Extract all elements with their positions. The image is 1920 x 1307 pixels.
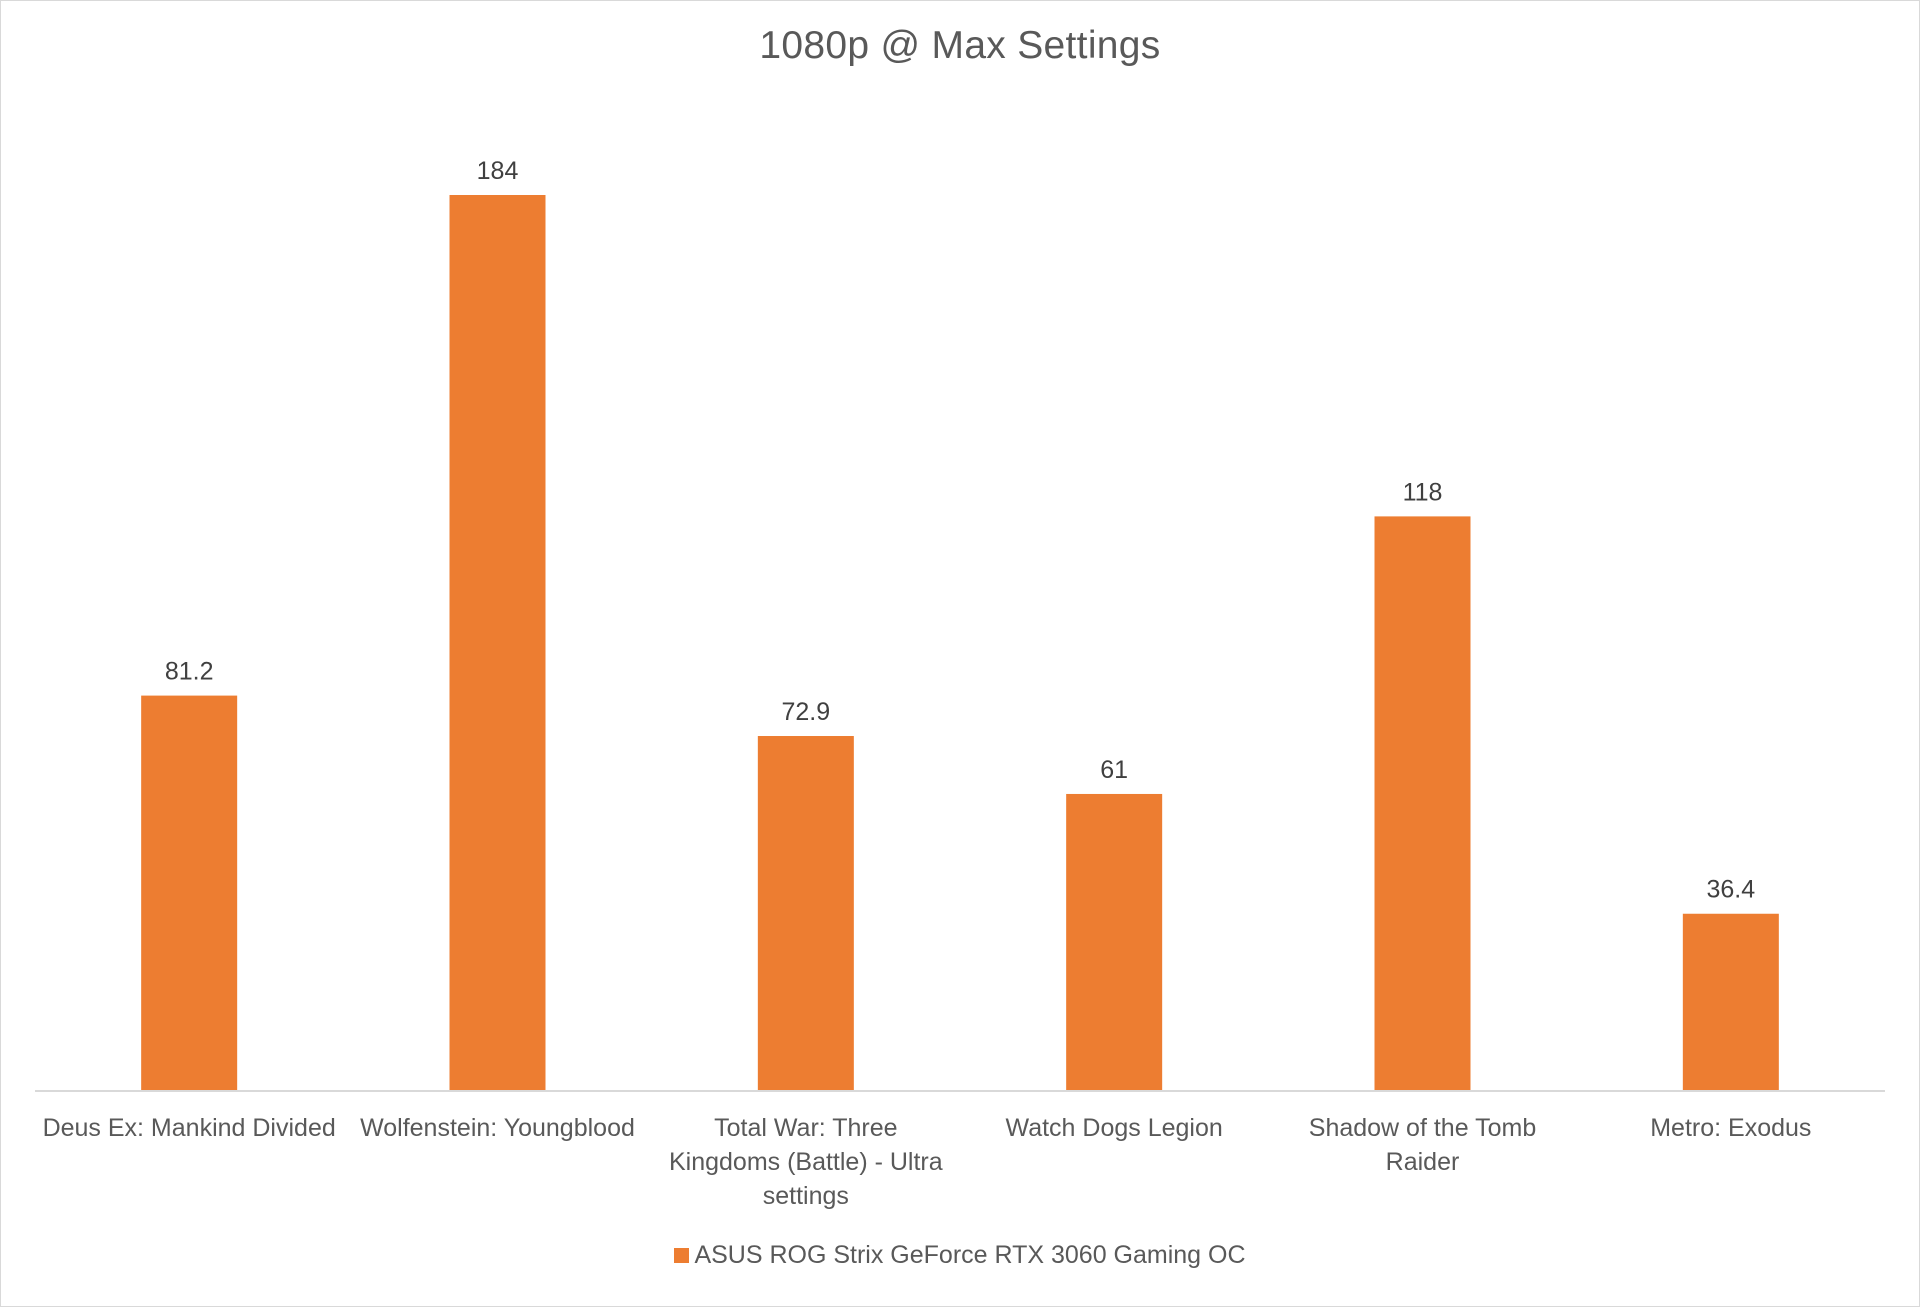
category-label-4: Watch Dogs Legion <box>1006 1114 1223 1142</box>
category-label-2: Wolfenstein: Youngblood <box>360 1114 635 1142</box>
category-label-6: Metro: Exodus <box>1650 1114 1811 1142</box>
category-label-line: Kingdoms (Battle) - Ultra <box>669 1148 943 1176</box>
bar-value-label-4: 61 <box>1100 756 1128 784</box>
category-label-line: Total War: Three <box>714 1114 897 1142</box>
category-label-3: Total War: Three Kingdoms (Battle) - Ultr… <box>669 1114 943 1210</box>
bar-value-label-3: 72.9 <box>781 698 830 726</box>
value-labels-group: 81.2 184 72.9 61 118 36.4 <box>165 157 1755 904</box>
bar-value-label-2: 184 <box>477 157 519 185</box>
bar-2 <box>449 195 546 1091</box>
bar-5 <box>1374 516 1471 1091</box>
legend-label: ASUS ROG Strix GeForce RTX 3060 Gaming O… <box>694 1241 1246 1269</box>
bar-value-label-1: 81.2 <box>165 658 214 686</box>
category-label-line: Shadow of the Tomb <box>1309 1114 1536 1142</box>
category-label-line: Deus Ex: Mankind Divided <box>43 1114 336 1142</box>
category-label-line: Raider <box>1386 1148 1460 1176</box>
category-labels-group: Deus Ex: Mankind Divided Wolfenstein: You… <box>43 1114 1812 1210</box>
bar-1 <box>141 695 238 1091</box>
bar-value-label-5: 118 <box>1403 478 1443 506</box>
category-label-line: Metro: Exodus <box>1650 1114 1811 1142</box>
bars-group <box>141 195 1779 1091</box>
category-label-line: Wolfenstein: Youngblood <box>360 1114 635 1142</box>
bar-3 <box>757 736 854 1091</box>
bar-value-label-6: 36.4 <box>1706 876 1755 904</box>
category-label-1: Deus Ex: Mankind Divided <box>43 1114 336 1142</box>
category-label-5: Shadow of the Tomb Raider <box>1309 1114 1536 1176</box>
legend-swatch <box>674 1248 690 1263</box>
chart-title: 1080p @ Max Settings <box>759 24 1161 67</box>
bar-6 <box>1682 913 1779 1091</box>
bar-4 <box>1066 793 1163 1091</box>
category-label-line: settings <box>763 1182 849 1210</box>
category-label-line: Watch Dogs Legion <box>1006 1114 1223 1142</box>
legend: ASUS ROG Strix GeForce RTX 3060 Gaming O… <box>0 1241 1920 1270</box>
